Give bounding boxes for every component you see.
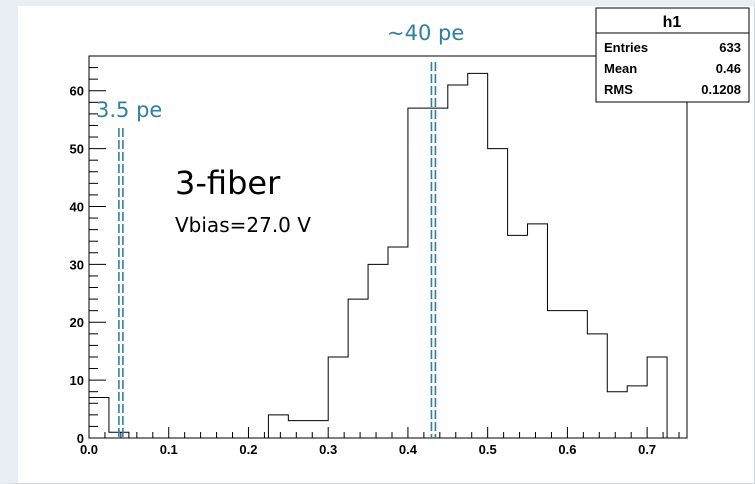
y-tick-label: 10: [70, 373, 84, 388]
histogram-bin: [567, 311, 587, 438]
stats-value-rms: 0.1208: [701, 82, 741, 97]
x-tick-label: 0.5: [479, 442, 497, 457]
y-tick-label: 40: [70, 199, 84, 214]
histogram-bin: [288, 421, 308, 438]
stats-key-rms: RMS: [604, 82, 633, 97]
marker-label-high: ~40 pe: [387, 21, 464, 45]
histogram-bin: [647, 357, 667, 438]
stats-title: h1: [663, 14, 682, 31]
x-tick-label: 0.6: [558, 442, 576, 457]
histogram-bin: [348, 299, 368, 438]
histogram-bin: [488, 149, 508, 438]
y-tick-label: 20: [70, 315, 84, 330]
histogram-bin: [308, 421, 328, 438]
histogram-bin: [587, 334, 607, 438]
histogram-bin: [89, 397, 109, 438]
y-tick-label: 50: [70, 142, 84, 157]
histogram-bin: [607, 392, 627, 438]
histogram-series: [88, 72, 668, 439]
annotation-subtitle: Vbias=27.0 V: [175, 213, 311, 237]
y-tick-label: 60: [70, 84, 84, 99]
annotation-title: 3-fiber: [175, 164, 281, 202]
y-tick-label: 30: [70, 257, 84, 272]
histogram-bin: [547, 311, 567, 438]
x-tick-label: 0.7: [638, 442, 656, 457]
histogram-bin: [368, 264, 388, 438]
x-tick-label: 0.1: [160, 442, 178, 457]
histogram-bin: [468, 73, 488, 438]
y-tick-label: 0: [77, 431, 84, 446]
stats-key-entries: Entries: [604, 40, 648, 55]
axis-ticks: 0.0 0.1 0.2 0.3 0.4 0.5 0.6 0.7 0 10 20 30 40 50 60: [70, 55, 680, 457]
x-tick-label: 0.2: [239, 442, 257, 457]
x-tick-label: 0.4: [399, 442, 418, 457]
histogram-bin: [448, 85, 468, 438]
histogram-bin: [388, 247, 408, 438]
histogram-bin: [408, 108, 428, 438]
stats-value-entries: 633: [719, 40, 741, 55]
stats-key-mean: Mean: [604, 61, 637, 76]
histogram-outline: [88, 72, 668, 439]
histogram-bin: [268, 415, 288, 438]
histogram-bin: [627, 386, 647, 438]
marker-label-low: 3.5 pe: [96, 98, 162, 122]
histogram-bin: [328, 357, 348, 438]
x-tick-label: 0.3: [319, 442, 337, 457]
stats-box: h1 Entries 633 Mean 0.46 RMS 0.1208: [595, 7, 750, 103]
histogram-bin: [528, 224, 548, 438]
histogram-bin: [508, 235, 528, 438]
x-tick-label: 0.0: [80, 442, 98, 457]
marker-lines: [118, 62, 437, 438]
stats-value-mean: 0.46: [716, 61, 741, 76]
